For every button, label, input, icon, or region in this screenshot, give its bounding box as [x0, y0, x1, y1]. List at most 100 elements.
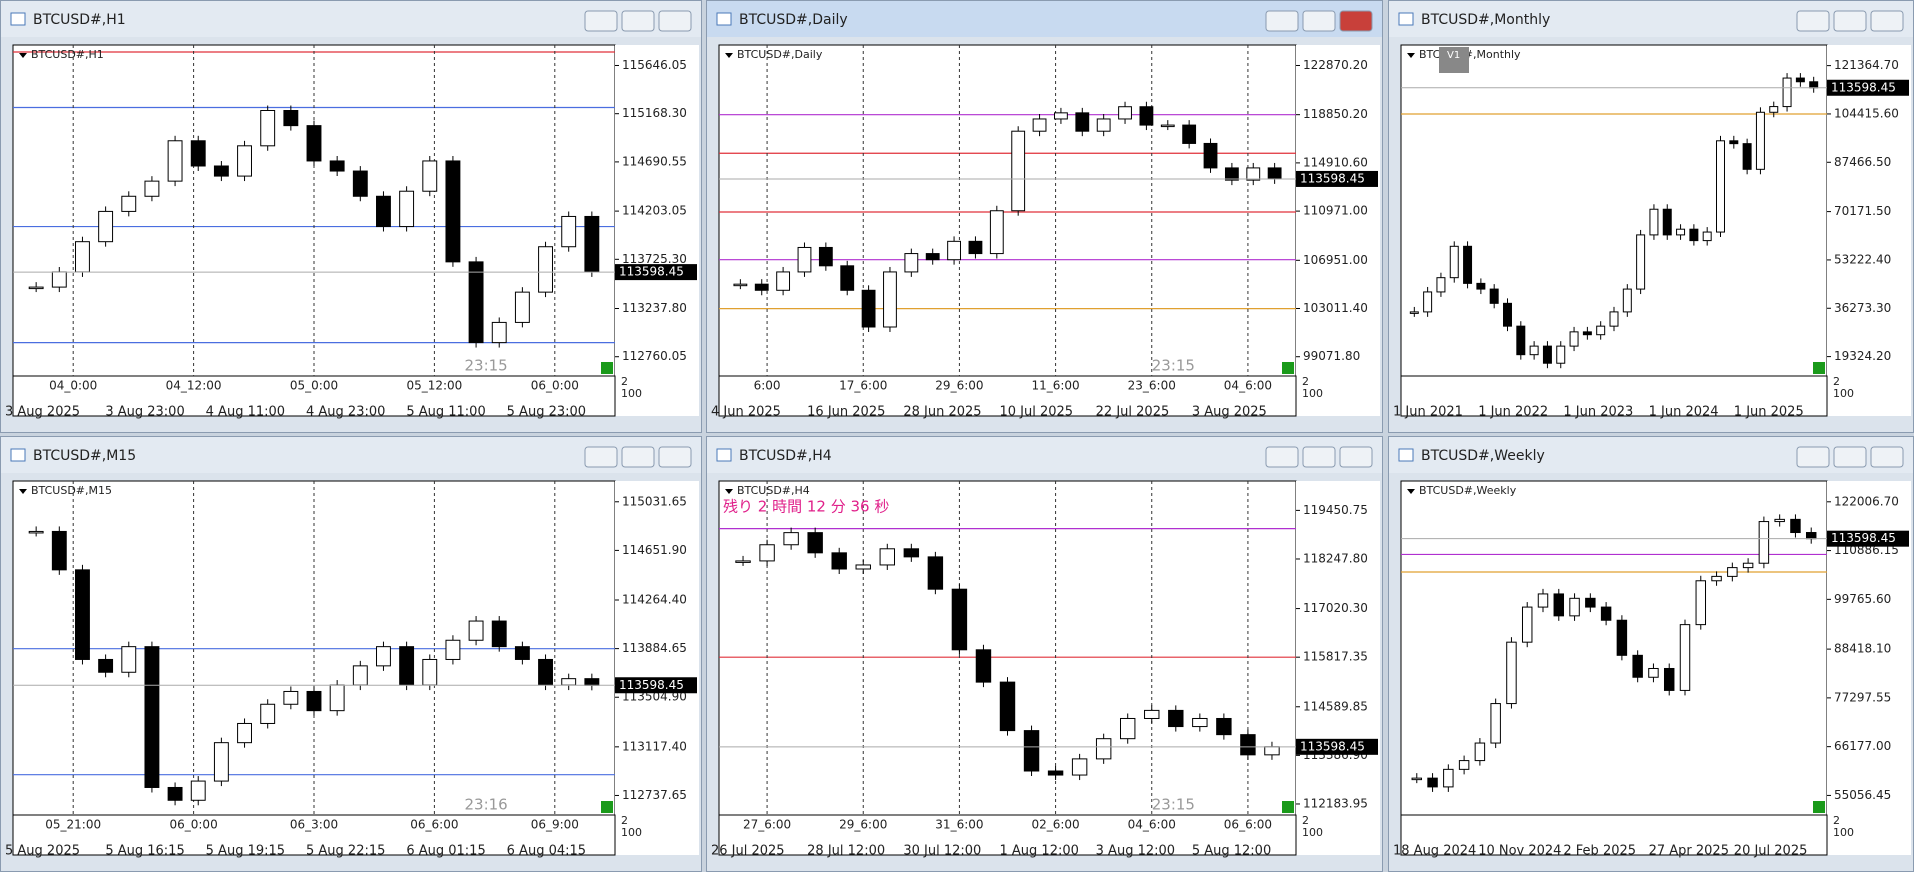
y-tick-label: 113884.65	[622, 641, 687, 655]
candle	[1160, 124, 1175, 128]
window-canvas: BTCUSD#,H1 115646.05 115168.30 114690.55 114…	[1, 1, 701, 420]
candle	[491, 620, 507, 648]
maximize-button[interactable]	[1302, 446, 1336, 468]
separator-label: 27_6:00	[743, 818, 791, 832]
axis-area	[1827, 45, 1911, 416]
candle	[260, 109, 276, 147]
y-tick-label: 122006.70	[1834, 494, 1899, 508]
time-area	[12, 814, 616, 856]
window-icon	[716, 448, 732, 462]
chart-menu-arrow[interactable]	[1407, 489, 1415, 494]
x-tick-label: 27 Apr 2025	[1649, 844, 1729, 859]
candle	[807, 532, 823, 554]
candle	[1805, 532, 1817, 540]
candle	[1476, 282, 1486, 290]
minimize-button[interactable]	[1265, 10, 1299, 32]
y-tick-label: 119450.75	[1303, 503, 1368, 517]
close-button[interactable]	[1339, 10, 1373, 32]
candle	[1411, 777, 1423, 781]
chart-menu-arrow[interactable]	[725, 53, 733, 58]
candle	[1503, 302, 1512, 327]
candle	[283, 109, 299, 127]
candle	[1267, 167, 1282, 180]
separator-label: 31_6:00	[935, 818, 983, 832]
y-tick-label: 66177.00	[1834, 739, 1891, 753]
candle	[1224, 167, 1239, 181]
separator-label: 29_6:00	[935, 379, 983, 393]
chart-window[interactable]: BTCUSD#,H4 119450.75 118247.80 117020.30 115…	[706, 436, 1383, 872]
candle	[1449, 245, 1459, 279]
close-button[interactable]	[1870, 446, 1904, 468]
chart-label: BTCUSD#,Weekly	[1419, 484, 1517, 497]
candle	[1423, 291, 1433, 313]
chart-window[interactable]: BTCUSD#,Monthly 121364.70 104415.60 87466.5…	[1388, 0, 1914, 433]
chart-menu-arrow[interactable]	[19, 489, 27, 494]
chart-window[interactable]: BTCUSD#,H1 115646.05 115168.30 114690.55 114…	[0, 0, 702, 433]
candle	[399, 646, 415, 686]
candle	[329, 684, 345, 712]
candle	[28, 286, 44, 290]
candle	[422, 658, 438, 686]
x-tick-label: 4 Aug 23:00	[306, 405, 385, 420]
chart-menu-arrow[interactable]	[1407, 53, 1415, 58]
y-tick-label: 99765.60	[1834, 592, 1891, 606]
y-tick-label: 114203.05	[622, 204, 687, 218]
candle	[1774, 518, 1785, 523]
candle	[1729, 140, 1739, 145]
chart-menu-arrow[interactable]	[725, 489, 733, 494]
candle	[904, 253, 919, 273]
candle	[1443, 768, 1454, 788]
candle	[1409, 311, 1419, 314]
minimize-button[interactable]	[1265, 446, 1299, 468]
x-tick-label: 3 Aug 2025	[1192, 405, 1267, 420]
chart-window[interactable]: BTCUSD#,Weekly 122006.70 110886.15 99765.60…	[1388, 436, 1914, 872]
candle	[1246, 167, 1261, 181]
maximize-button[interactable]	[621, 446, 655, 468]
chart-window[interactable]: BTCUSD#,Daily 122870.20 118850.20 114910.60…	[706, 0, 1383, 433]
candle	[883, 271, 897, 328]
maximize-button[interactable]	[621, 10, 655, 32]
minimize-button[interactable]	[1796, 10, 1830, 32]
candle	[352, 170, 368, 197]
candle	[1689, 228, 1699, 242]
separator-label: 6:00	[754, 379, 781, 393]
indicator-scale: 100	[1302, 826, 1323, 839]
x-tick-label: 18 Aug 2024	[1393, 844, 1476, 859]
candle	[1795, 77, 1805, 83]
countdown: 23:15	[1152, 796, 1195, 814]
price-tag	[1827, 530, 1909, 547]
candle	[514, 646, 530, 660]
candle	[51, 530, 67, 571]
plot-area	[718, 44, 1297, 377]
window-canvas: BTCUSD#,Monthly 121364.70 104415.60 87466.5…	[1389, 1, 1913, 420]
title-bar	[1, 1, 701, 37]
y-tick-label: 104415.60	[1834, 106, 1899, 120]
maximize-button[interactable]	[1833, 10, 1867, 32]
chart-window[interactable]: BTCUSD#,M15 115031.65 114651.90 114264.40 11…	[0, 436, 702, 872]
x-tick-label: 1 Jun 2021	[1393, 405, 1463, 420]
close-button[interactable]	[1339, 446, 1373, 468]
window-icon	[716, 12, 732, 26]
close-button[interactable]	[658, 446, 692, 468]
time-area	[12, 375, 616, 417]
candle	[1264, 746, 1280, 756]
maximize-button[interactable]	[1302, 10, 1336, 32]
y-tick-label: 106951.00	[1303, 253, 1368, 267]
chart-menu-arrow[interactable]	[19, 53, 27, 58]
y-tick-label: 112183.95	[1303, 796, 1368, 810]
close-button[interactable]	[1870, 10, 1904, 32]
indicator-scale: 2	[621, 375, 628, 388]
close-button[interactable]	[658, 10, 692, 32]
candle	[1790, 518, 1801, 534]
candle	[1569, 331, 1579, 347]
maximize-button[interactable]	[1833, 446, 1867, 468]
minimize-button[interactable]	[1796, 446, 1830, 468]
time-area	[1400, 375, 1828, 417]
candle	[783, 532, 799, 546]
candle	[855, 564, 871, 570]
candle	[121, 646, 137, 673]
minimize-button[interactable]	[584, 446, 618, 468]
indicator-scale: 2	[1302, 814, 1309, 827]
candle	[75, 241, 90, 273]
minimize-button[interactable]	[584, 10, 618, 32]
